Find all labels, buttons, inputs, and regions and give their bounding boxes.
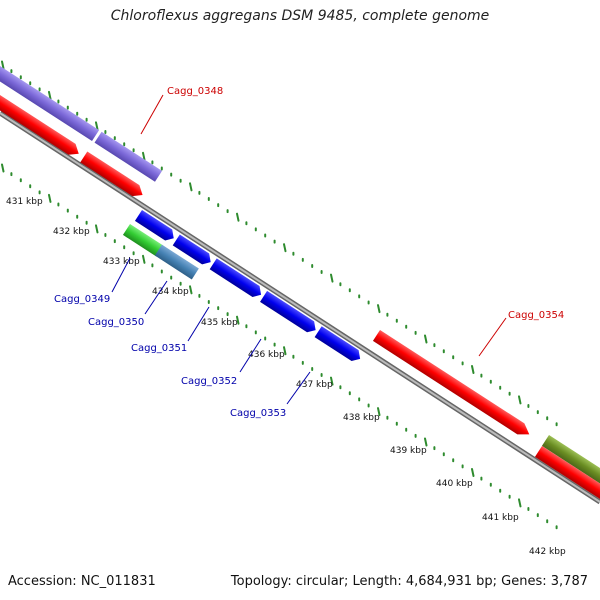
outer-major-tick xyxy=(471,365,475,374)
outer-major-tick xyxy=(95,121,99,131)
kbp-label-442: 442 kbp xyxy=(529,547,566,557)
kbp-label-437: 437 kbp xyxy=(296,380,333,390)
leader-cagg-0348 xyxy=(140,94,164,135)
kbp-label-436: 436 kbp xyxy=(248,350,285,360)
label-cagg-0353[interactable]: Cagg_0353 xyxy=(230,408,286,419)
inner-major-tick xyxy=(518,498,522,508)
outer-major-tick xyxy=(142,151,146,161)
inner-major-tick xyxy=(189,285,193,295)
outer-major-tick xyxy=(236,212,240,222)
gene-cagg-0348[interactable] xyxy=(80,151,146,200)
gene-red-1[interactable] xyxy=(0,95,82,159)
kbp-labels: 431 kbp 432 kbp 433 kbp 434 kbp 435 kbp … xyxy=(6,197,566,557)
kbp-label-435: 435 kbp xyxy=(201,318,238,328)
inner-major-tick xyxy=(236,315,240,325)
outer-major-tick xyxy=(1,60,5,70)
label-cagg-0349[interactable]: Cagg_0349 xyxy=(54,294,110,305)
outer-major-tick xyxy=(189,182,193,192)
outer-major-tick xyxy=(330,273,334,283)
gene-cagg-0353[interactable] xyxy=(314,326,364,364)
kbp-label-441: 441 kbp xyxy=(482,513,519,523)
kbp-label-440: 440 kbp xyxy=(436,479,473,489)
gene-olive[interactable] xyxy=(541,435,600,484)
leader-cagg-0351 xyxy=(187,306,210,342)
inner-major-tick xyxy=(471,468,475,477)
gene-blue-1[interactable] xyxy=(134,210,177,244)
reverse-strand-genes-upper xyxy=(0,95,600,501)
kbp-label-439: 439 kbp xyxy=(390,446,427,456)
gene-blue-2[interactable] xyxy=(172,234,214,267)
kbp-label-433: 433 kbp xyxy=(103,257,140,267)
leader-cagg-0354 xyxy=(478,317,507,357)
leader-cagg-0350 xyxy=(144,280,168,315)
label-cagg-0354[interactable]: Cagg_0354 xyxy=(508,310,564,321)
outer-major-tick xyxy=(48,90,52,100)
genome-backbone-highlight xyxy=(0,112,600,503)
leader-cagg-0349 xyxy=(111,257,131,293)
kbp-label-438: 438 kbp xyxy=(343,413,380,423)
gene-cagg-0351[interactable] xyxy=(209,258,265,300)
inner-genes xyxy=(122,210,364,364)
accession-text: Accession: NC_011831 xyxy=(8,574,156,589)
gene-purple-1[interactable] xyxy=(0,66,100,142)
gene-cagg-0350[interactable] xyxy=(154,244,199,280)
inner-major-tick xyxy=(283,346,287,356)
genome-summary-text: Topology: circular; Length: 4,684,931 bp… xyxy=(230,574,588,589)
label-cagg-0350[interactable]: Cagg_0350 xyxy=(88,317,144,328)
gene-red-2[interactable] xyxy=(534,446,600,501)
inner-major-tick xyxy=(330,376,334,386)
leader-cagg-0352 xyxy=(239,338,262,373)
leader-cagg-0353 xyxy=(286,371,311,405)
outer-tick-track xyxy=(1,60,558,427)
gene-labels: Cagg_0348 Cagg_0354 Cagg_0349 Cagg_0350 … xyxy=(54,86,564,419)
inner-tick-track xyxy=(1,163,558,530)
inner-major-tick xyxy=(142,254,146,264)
inner-major-tick xyxy=(377,407,381,417)
outer-major-tick xyxy=(518,395,522,405)
kbp-label-432: 432 kbp xyxy=(53,227,90,237)
kbp-label-434: 434 kbp xyxy=(152,287,189,297)
forward-strand-genes xyxy=(0,66,600,484)
inner-major-tick xyxy=(1,163,5,173)
outer-major-tick xyxy=(424,334,428,344)
map-title: Chloroflexus aggregans DSM 9485, complet… xyxy=(110,8,490,24)
label-cagg-0348[interactable]: Cagg_0348 xyxy=(167,86,223,97)
inner-major-tick xyxy=(95,224,99,234)
kbp-label-431: 431 kbp xyxy=(6,197,43,207)
inner-major-tick xyxy=(424,437,428,447)
label-cagg-0351[interactable]: Cagg_0351 xyxy=(131,343,187,354)
gene-cagg-0349[interactable] xyxy=(122,224,164,257)
gene-cagg-0352[interactable] xyxy=(260,290,319,336)
outer-major-tick xyxy=(283,243,287,253)
gene-cagg-0354[interactable] xyxy=(372,330,533,440)
inner-major-tick xyxy=(48,193,52,203)
outer-major-tick xyxy=(377,304,381,314)
gene-cagg-0348-body[interactable] xyxy=(94,131,163,182)
label-cagg-0352[interactable]: Cagg_0352 xyxy=(181,376,237,387)
